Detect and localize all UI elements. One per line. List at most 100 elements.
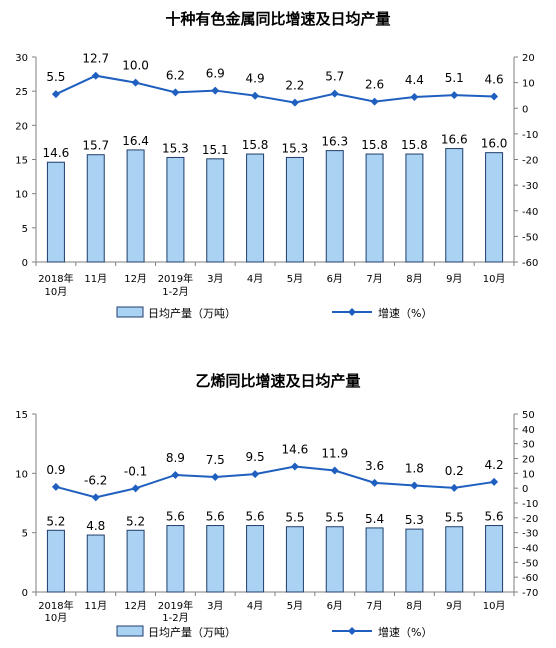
line-value-label: -6.2 [84,473,107,487]
chart-nonferrous-metals: 0 5 10 15 20 25 30 -60 -50 -40 -30 -20 -10 0 10 20 2018年… [15,10,538,320]
x-tick-label: 10月 [483,600,506,612]
legend-line-marker [348,627,356,635]
x-tick-label: 10月 [45,612,68,624]
line-point [251,470,260,479]
x-tick-label: 9月 [446,273,462,285]
bar [445,526,464,593]
line-value-label: 5.5 [46,70,65,84]
bar-value-label: 14.6 [43,146,70,160]
line-point [211,473,220,482]
legend-bar-swatch [116,306,144,318]
line-point [410,481,419,490]
line-point [91,71,100,80]
bar-value-label: 5.6 [246,510,265,524]
line-value-label: 14.6 [282,443,309,457]
legend-label-line: 增速（%） [378,306,432,320]
left-tick-label: 25 [15,87,28,98]
bar [285,526,304,593]
right-tick-label: 20 [522,455,535,466]
right-tick-label: 0 [522,484,528,495]
right-tick-label: -40 [522,544,538,555]
bar [166,156,185,263]
line-value-label: 3.6 [365,459,384,473]
line-point [490,92,499,101]
bar-value-label: 5.5 [285,511,304,525]
legend-label-bar: 日均产量（万吨） [148,625,236,639]
left-tick-label: 10 [15,469,28,480]
bar-value-label: 5.2 [126,514,145,528]
line-value-label: 11.9 [321,447,348,461]
line-point [171,470,180,479]
right-tick-label: 0 [522,104,528,115]
line-value-label: 9.5 [246,450,265,464]
line-value-label: 4.4 [405,73,424,87]
x-tick-label: 5月 [287,600,303,612]
line-value-label: 2.2 [285,79,304,93]
x-tick-label: 11月 [84,600,107,612]
right-tick-label: 20 [522,53,535,64]
bar [405,528,424,593]
line-value-label: 6.9 [206,67,225,81]
line-point [410,92,419,101]
line-point [171,88,180,97]
bar-value-label: 5.2 [46,514,65,528]
x-tick-label: 7月 [366,273,382,285]
left-tick-label: 5 [22,224,28,235]
chart-title: 十种有色金属同比增速及日均产量 [165,10,390,28]
line-value-label: 0.9 [46,463,65,477]
line-point [450,483,459,492]
line-value-label: 6.2 [166,68,185,82]
bar [86,154,105,263]
bar [126,529,145,593]
bar [126,149,145,263]
bar-value-label: 5.5 [325,511,344,525]
x-tick-label: 7月 [366,600,382,612]
x-tick-label: 8月 [406,600,422,612]
bar [485,525,504,593]
x-tick-label: 2019年 [158,599,193,612]
x-tick-label: 10月 [45,286,68,298]
left-tick-label: 10 [15,190,28,201]
bar-value-label: 16.3 [321,135,348,149]
legend-line-marker [348,308,356,316]
bar-value-label: 5.6 [485,510,504,524]
bar-value-label: 16.6 [441,133,468,147]
line-point [330,466,339,475]
x-tick-label: 5月 [287,273,303,285]
bar-value-label: 15.3 [162,141,189,155]
bar [405,153,424,263]
bar-value-label: 15.7 [82,139,109,153]
line-point [51,90,60,99]
bar [325,526,344,593]
chart-title: 乙烯同比增速及日均产量 [195,372,360,390]
line-point [370,478,379,487]
line-point [450,91,459,100]
x-tick-label: 12月 [124,273,147,285]
x-tick-label: 4月 [247,273,263,285]
line-point [131,484,140,493]
bar [46,529,65,593]
bar-value-label: 5.6 [166,510,185,524]
x-tick-label: 9月 [446,600,462,612]
line-value-label: 1.8 [405,461,424,475]
line-point [490,477,499,486]
line-value-label: 8.9 [166,451,185,465]
right-tick-label: -20 [522,156,538,167]
bar-value-label: 15.8 [401,138,428,152]
x-tick-label: 10月 [483,273,506,285]
left-tick-label: 15 [15,410,28,421]
right-tick-label: -30 [522,529,538,540]
bar-value-label: 5.6 [206,510,225,524]
line-point [370,97,379,106]
x-tick-label: 1-2月 [162,612,188,624]
right-tick-label: -60 [522,258,538,269]
x-tick-label: 8月 [406,273,422,285]
right-tick-label: 10 [522,469,535,480]
legend-label-bar: 日均产量（万吨） [148,306,236,320]
x-tick-label: 2018年 [38,272,73,285]
right-tick-label: 50 [522,410,535,421]
line-point [330,89,339,98]
chart-ethylene: 0 5 10 15 -70 -60 -50 -40 -30 -20 -10 0 10 20 30 40 50 20… [15,372,538,639]
bar [325,150,344,263]
